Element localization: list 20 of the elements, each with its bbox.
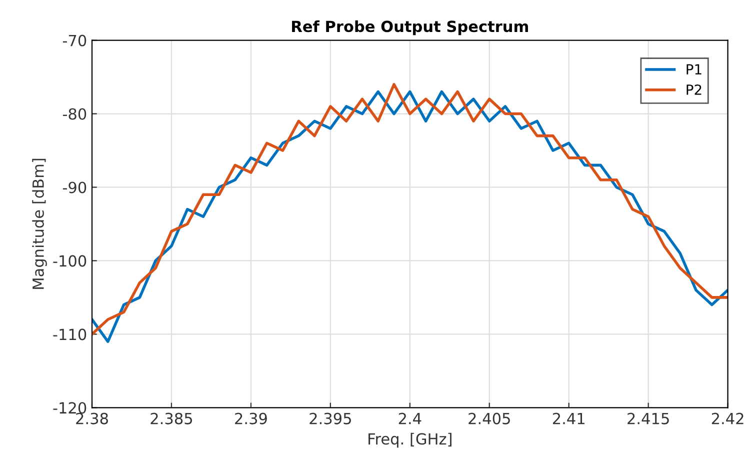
x-tick-label: 2.41 xyxy=(552,412,584,424)
y-tick-label: -70 xyxy=(62,34,86,46)
y-tick-label: -100 xyxy=(53,255,86,267)
x-tick-label: 2.385 xyxy=(150,412,192,424)
x-tick-label: 2.42 xyxy=(712,412,744,424)
y-tick-label: -80 xyxy=(62,108,86,120)
x-tick-label: 2.38 xyxy=(76,412,108,424)
legend-label: P2 xyxy=(686,84,702,95)
x-tick-label: 2.415 xyxy=(628,412,669,424)
legend-label: P1 xyxy=(686,64,702,74)
chart-title: Ref Probe Output Spectrum xyxy=(292,20,528,36)
y-tick-label: -90 xyxy=(62,182,86,194)
x-tick-label: 2.405 xyxy=(468,412,510,424)
x-tick-label: 2.4 xyxy=(398,412,422,424)
x-tick-label: 2.395 xyxy=(310,412,351,424)
x-axis-title: Freq. [GHz] xyxy=(368,432,452,448)
y-axis-title: Magnitude [dBm] xyxy=(32,158,47,289)
y-tick-label: -110 xyxy=(53,328,86,340)
y-tick-label: -120 xyxy=(53,402,86,414)
x-tick-label: 2.39 xyxy=(235,412,267,424)
